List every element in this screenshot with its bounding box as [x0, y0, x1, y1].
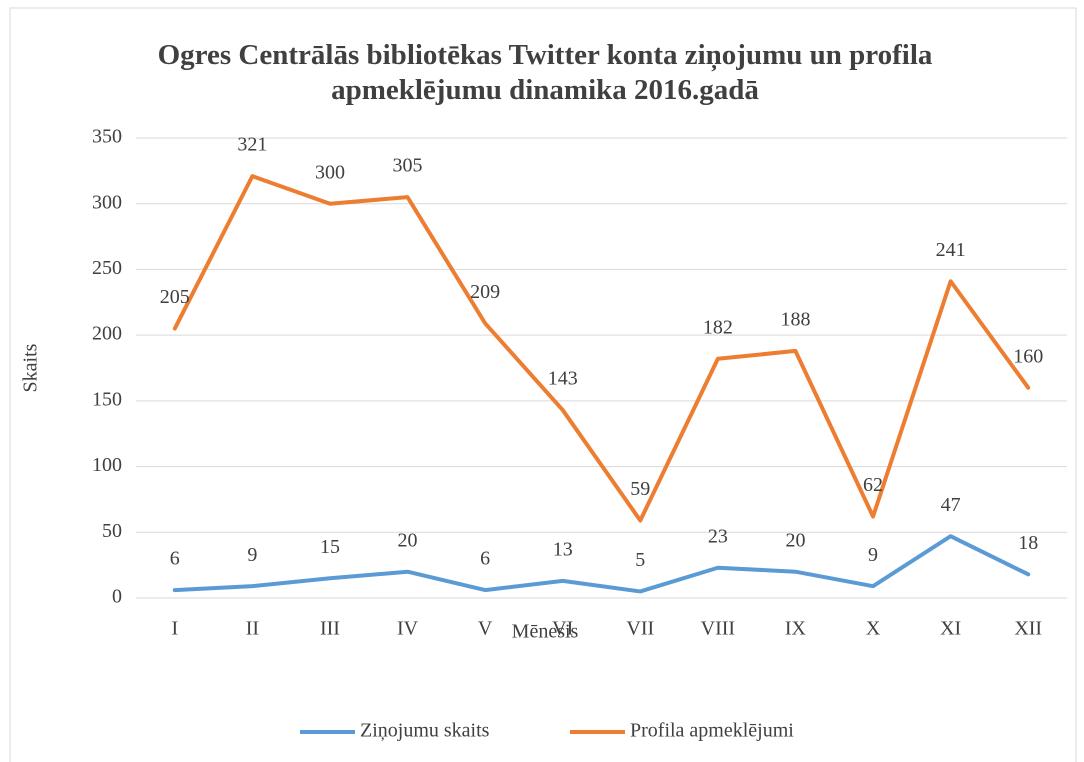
x-tick-label: IV: [397, 618, 419, 640]
x-tick-label: IX: [785, 618, 807, 640]
legend-label: Ziņojumu skaits: [360, 720, 490, 742]
data-label: 188: [780, 309, 810, 331]
x-tick-label: III: [320, 618, 340, 640]
data-label: 47: [941, 494, 961, 516]
y-axis-title: Skaits: [20, 343, 42, 392]
x-tick-label: VII: [626, 618, 654, 640]
data-label: 9: [868, 544, 878, 566]
x-tick-label: X: [866, 618, 881, 640]
data-label: 6: [170, 548, 180, 570]
y-tick-label: 150: [92, 388, 122, 410]
data-label: 18: [1018, 532, 1038, 554]
data-label: 15: [320, 536, 340, 558]
y-tick-label: 300: [92, 191, 122, 213]
title-box: Ogres Centrālās bibliotēkas Twitter kont…: [157, 39, 933, 106]
x-tick-label: I: [171, 618, 178, 640]
data-label: 5: [635, 549, 645, 571]
y-tick-label: 250: [92, 257, 122, 279]
data-label: 6: [480, 548, 490, 570]
x-tick-label: VIII: [701, 618, 735, 640]
y-tick-label: 100: [92, 454, 122, 476]
data-label: 143: [548, 368, 578, 390]
chart-frame: [9, 7, 1077, 762]
x-tick-label: XII: [1014, 618, 1042, 640]
legend-label: Profila apmeklējumi: [630, 720, 794, 742]
data-label: 9: [247, 544, 257, 566]
data-label: 241: [936, 239, 966, 261]
chart-title: Ogres Centrālās bibliotēkas Twitter kont…: [157, 39, 933, 106]
data-label: 300: [315, 161, 345, 183]
data-label: 20: [398, 529, 418, 551]
data-label: 62: [863, 474, 883, 496]
x-tick-label: XI: [940, 618, 961, 640]
x-axis-title: Mēnesis: [512, 621, 579, 643]
data-label: 160: [1013, 345, 1043, 367]
data-label: 182: [703, 316, 733, 338]
data-label: 305: [393, 155, 423, 177]
y-tick-label: 0: [112, 586, 122, 608]
x-tick-label: V: [478, 618, 493, 640]
x-tick-label: VI: [552, 618, 573, 640]
y-tick-label: 350: [92, 126, 122, 148]
y-tick-label: 200: [92, 323, 122, 345]
data-label: 13: [553, 539, 573, 561]
y-tick-label: 50: [102, 520, 122, 542]
data-label: 209: [470, 281, 500, 303]
x-tick-label: II: [246, 618, 259, 640]
legend-item: Profila apmeklējumi: [570, 720, 794, 742]
data-label: 205: [160, 286, 190, 308]
data-label: 20: [785, 529, 805, 551]
data-label: 23: [708, 525, 728, 547]
data-label: 59: [630, 478, 650, 500]
legend-item: Ziņojumu skaits: [300, 720, 490, 742]
series-line: [172, 174, 1031, 523]
data-label: 321: [237, 134, 267, 156]
series-line: [172, 534, 1031, 594]
